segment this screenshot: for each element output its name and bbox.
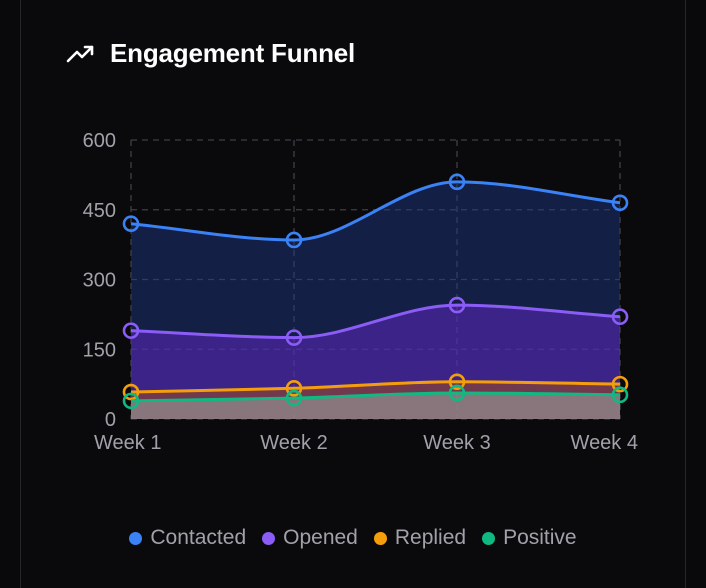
point-replied — [448, 373, 466, 391]
legend-label: Replied — [394, 526, 467, 549]
legend-dot-icon — [482, 531, 496, 545]
point-replied — [285, 380, 303, 397]
point-opened — [285, 329, 303, 346]
legend-dot-icon — [373, 531, 387, 545]
point-positive — [285, 389, 303, 407]
point-opened — [611, 308, 629, 326]
point-opened — [122, 322, 140, 339]
point-contacted — [285, 231, 303, 249]
legend-item-replied[interactable]: Replied — [373, 526, 467, 550]
chart-legend: Contacted Opened Replied Positive — [0, 526, 706, 550]
line-replied — [130, 380, 621, 394]
point-contacted — [611, 194, 629, 212]
chart-title: Engagement Funnel — [110, 38, 356, 68]
legend-item-positive[interactable]: Positive — [482, 526, 577, 550]
line-opened — [130, 303, 621, 340]
legend-label: Positive — [503, 526, 577, 549]
trending-up-icon — [66, 45, 94, 62]
y-tick-label: 450 — [83, 200, 116, 222]
point-positive — [122, 392, 140, 410]
x-tick-label: Week 4 — [571, 432, 638, 454]
point-replied — [611, 375, 629, 393]
x-tick-label: Week 1 — [94, 432, 161, 454]
point-positive — [448, 384, 466, 402]
chart-header: Engagement Funnel — [66, 38, 355, 69]
line-positive — [130, 391, 621, 403]
area-replied — [131, 381, 620, 419]
area-contacted — [131, 181, 620, 419]
y-tick-label: 300 — [83, 270, 116, 292]
point-contacted — [122, 215, 140, 232]
y-tick-label: 0 — [105, 409, 116, 431]
point-contacted — [448, 173, 466, 191]
y-tick-label: 150 — [83, 339, 116, 361]
legend-item-opened[interactable]: Opened — [262, 526, 358, 550]
legend-dot-icon — [129, 531, 143, 545]
x-tick-label: Week 2 — [260, 432, 327, 454]
chart-plot: 0 150 300 450 600 Week 1 Week 2 Week 3 Week 4 — [83, 130, 638, 454]
x-tick-label: Week 3 — [423, 432, 490, 454]
legend-dot-icon — [262, 531, 276, 545]
y-tick-label: 600 — [83, 130, 116, 152]
legend-item-contacted[interactable]: Contacted — [129, 526, 246, 550]
line-contacted — [130, 180, 621, 242]
legend-label: Opened — [283, 526, 358, 549]
point-replied — [122, 383, 140, 401]
legend-label: Contacted — [150, 526, 247, 549]
point-opened — [448, 296, 466, 314]
point-positive — [611, 386, 629, 404]
